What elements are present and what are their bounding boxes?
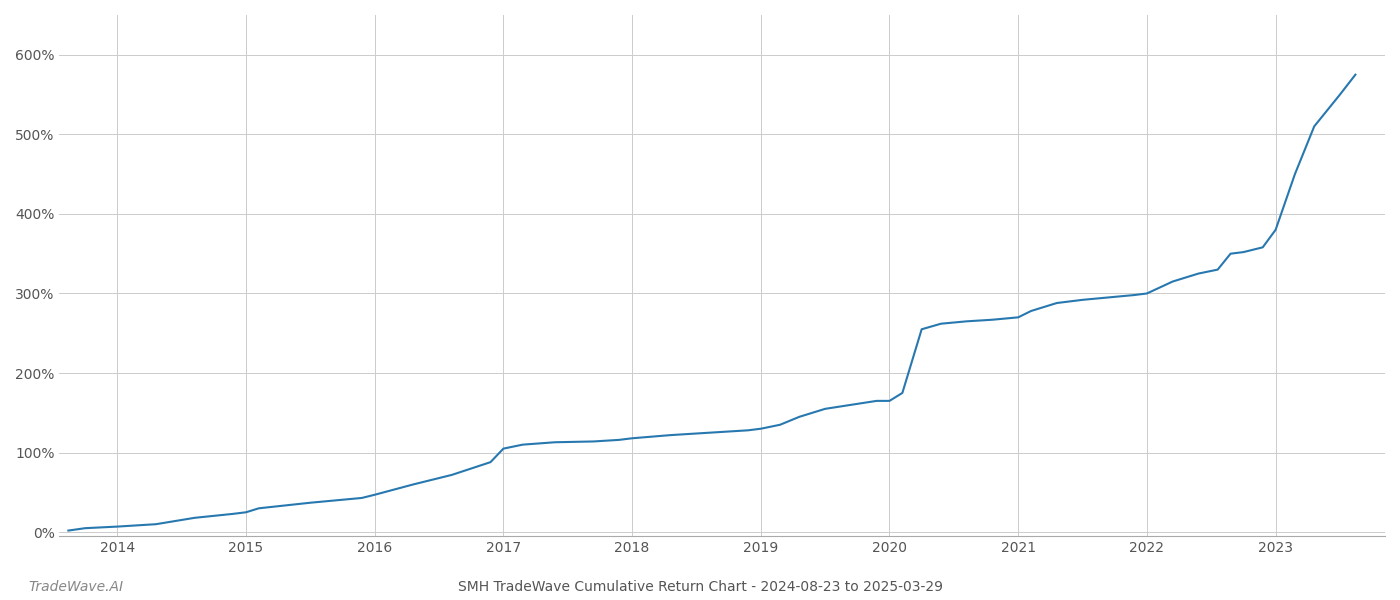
Text: SMH TradeWave Cumulative Return Chart - 2024-08-23 to 2025-03-29: SMH TradeWave Cumulative Return Chart - … [458, 580, 942, 594]
Text: TradeWave.AI: TradeWave.AI [28, 580, 123, 594]
